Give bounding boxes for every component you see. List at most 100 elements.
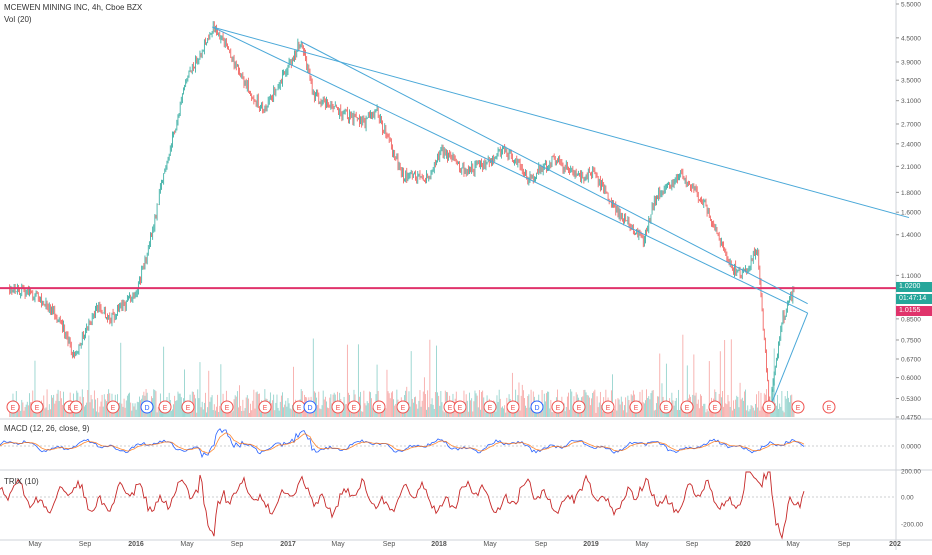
event-marker-circle[interactable] <box>551 400 565 414</box>
volume-bar <box>120 342 122 417</box>
event-marker-circle[interactable] <box>708 400 722 414</box>
volume-bar <box>485 412 487 417</box>
volume-bar <box>322 390 324 417</box>
volume-bar <box>709 406 711 417</box>
volume-bar <box>290 409 292 417</box>
volume-bar <box>199 362 201 417</box>
volume-bar <box>570 389 572 417</box>
volume-bar <box>90 394 92 417</box>
volume-bar <box>733 400 734 417</box>
event-marker-circle[interactable] <box>158 400 172 414</box>
event-marker-circle[interactable] <box>791 400 805 414</box>
volume-bar <box>701 395 702 417</box>
event-marker-circle[interactable] <box>258 400 272 414</box>
event-marker-circle[interactable] <box>762 400 776 414</box>
y-tick-label: 0.4750 <box>901 415 921 422</box>
event-marker-circle[interactable] <box>659 400 673 414</box>
x-tick-label: Sep <box>686 541 699 548</box>
event-marker-circle[interactable] <box>822 400 836 414</box>
event-marker-label: E <box>74 405 79 412</box>
volume-bar <box>154 390 156 417</box>
volume-bar <box>708 361 710 417</box>
event-marker-circle[interactable] <box>69 400 83 414</box>
volume-bar <box>750 405 752 417</box>
volume-bar <box>58 401 60 417</box>
volume-bar <box>93 390 95 417</box>
volume-bar <box>558 411 559 417</box>
volume-bar <box>540 409 542 417</box>
event-marker-label: E <box>606 405 611 412</box>
x-tick-label: May <box>635 541 649 548</box>
volume-bar <box>615 399 617 417</box>
volume-bar <box>128 393 129 417</box>
volume-bar <box>370 392 371 417</box>
volume-bar <box>63 391 64 417</box>
volume-bar <box>786 390 788 417</box>
event-marker-circle[interactable] <box>331 400 345 414</box>
event-marker-circle[interactable] <box>347 400 361 414</box>
event-marker-circle[interactable] <box>140 400 154 414</box>
volume-bar <box>47 410 49 417</box>
volume-bar <box>418 400 420 417</box>
volume-bar <box>675 398 677 417</box>
volume-bar <box>319 408 321 417</box>
volume-bar <box>97 398 99 417</box>
volume-bar <box>604 411 606 417</box>
event-marker-circle[interactable] <box>629 400 643 414</box>
volume-bar <box>527 396 529 417</box>
volume-bar <box>431 398 433 417</box>
volume-bar <box>474 390 476 417</box>
chart-title: MCEWEN MINING INC, 4h, Cboe BZX <box>4 3 143 12</box>
event-marker-circle[interactable] <box>181 400 195 414</box>
volume-bar <box>419 390 421 417</box>
volume-bar <box>98 412 100 417</box>
volume-bar <box>235 396 237 417</box>
event-marker-label: D <box>307 405 312 412</box>
volume-bar <box>223 412 225 417</box>
y-tick-label: 5.5000 <box>901 2 921 9</box>
drawn-lines[interactable] <box>0 26 910 409</box>
volume-bar <box>390 392 392 417</box>
volume-bar <box>350 412 352 417</box>
volume-bar <box>746 410 748 417</box>
event-marker-circle[interactable] <box>572 400 586 414</box>
volume-bar <box>779 403 781 417</box>
volume-bar <box>26 401 28 417</box>
event-marker-circle[interactable] <box>372 400 386 414</box>
volume-bar <box>196 412 198 417</box>
price-marker-label: 1.0155 <box>896 306 932 316</box>
volume-bar <box>284 404 286 417</box>
event-marker-circle[interactable] <box>506 400 520 414</box>
event-markers[interactable]: EEEEEDEEEEEDEEEEEEEEDEEEEEEEEEE <box>6 400 836 414</box>
volume-bar <box>762 405 764 417</box>
event-marker-circle[interactable] <box>220 400 234 414</box>
event-marker-circle[interactable] <box>530 400 544 414</box>
volume-bar <box>86 402 88 417</box>
volume-bar <box>679 409 680 417</box>
last-price-label: 1.0200 <box>896 282 932 292</box>
event-marker-circle[interactable] <box>453 400 467 414</box>
volume-bar <box>741 397 743 417</box>
event-marker-circle[interactable] <box>680 400 694 414</box>
event-marker-label: E <box>401 405 406 412</box>
event-marker-circle[interactable] <box>601 400 615 414</box>
event-marker-circle[interactable] <box>483 400 497 414</box>
volume-bar <box>588 397 590 417</box>
volume-bar <box>53 394 55 417</box>
volume-bar <box>428 407 430 417</box>
volume-bar <box>756 394 757 417</box>
event-marker-circle[interactable] <box>396 400 410 414</box>
volume-bar <box>177 391 179 417</box>
event-marker-circle[interactable] <box>30 400 44 414</box>
volume-bar <box>202 409 204 417</box>
volume-bar <box>233 399 235 417</box>
event-marker-circle[interactable] <box>303 400 317 414</box>
volume-bar <box>344 404 346 417</box>
event-marker-circle[interactable] <box>106 400 120 414</box>
volume-bar <box>271 403 272 417</box>
event-marker-circle[interactable] <box>6 400 20 414</box>
event-marker-label: E <box>664 405 669 412</box>
volume-bar <box>697 399 699 417</box>
